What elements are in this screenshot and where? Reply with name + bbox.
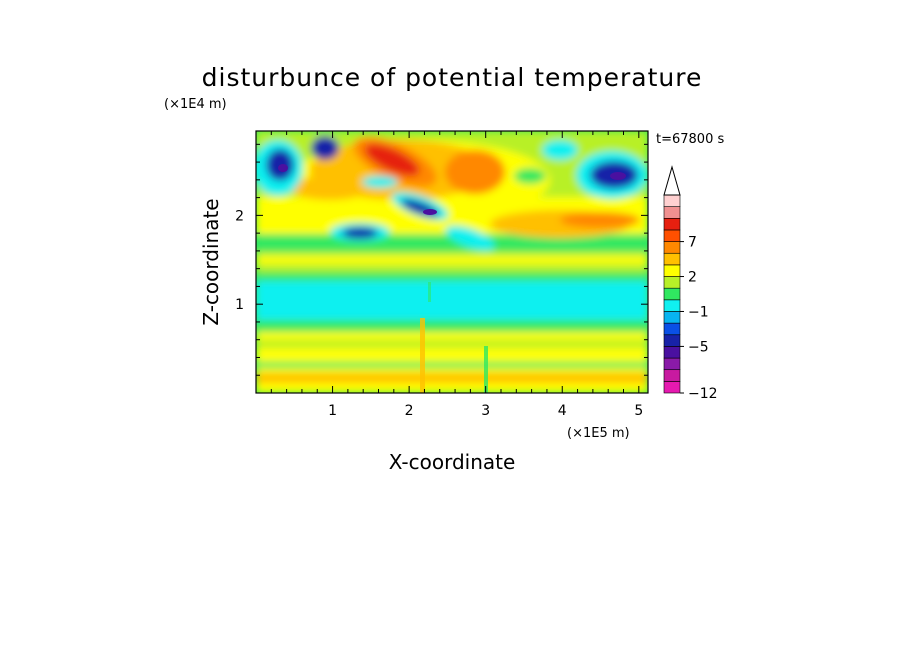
colorbar-segment bbox=[663, 357, 681, 371]
y-tick-label: 1 bbox=[235, 297, 244, 313]
plot-frame bbox=[255, 130, 649, 394]
colorbar-segment bbox=[663, 229, 681, 242]
y-tick-label: 2 bbox=[235, 208, 244, 224]
colorbar-segment bbox=[663, 299, 681, 312]
x-unit-label: (×1E5 m) bbox=[567, 426, 630, 441]
time-label: t=67800 s bbox=[656, 132, 724, 147]
y-axis-title: Z-coordinate bbox=[199, 198, 223, 325]
colorbar-segment bbox=[663, 217, 681, 231]
x-axis: 1 2 3 4 5 bbox=[270, 131, 643, 419]
y-axis: 12 bbox=[235, 143, 648, 376]
colorbar-segment bbox=[663, 334, 681, 347]
colorbar-segment bbox=[663, 322, 681, 336]
chart-title: disturbunce of potential temperature bbox=[202, 63, 703, 92]
colorbar-segment bbox=[663, 264, 681, 277]
colorbar-segment bbox=[663, 369, 681, 382]
colorbar-label: −1 bbox=[688, 304, 709, 320]
colorbar-segment bbox=[663, 346, 681, 359]
colorbar-segment bbox=[663, 287, 681, 301]
colorbar-label: 2 bbox=[688, 270, 697, 286]
y-unit-label: (×1E4 m) bbox=[164, 97, 227, 112]
colorbar-label: −12 bbox=[688, 386, 718, 402]
colorbar-segment bbox=[663, 276, 681, 289]
x-tick-label: 4 bbox=[558, 403, 567, 419]
colorbar-segment bbox=[663, 252, 681, 266]
colorbar-segment bbox=[663, 241, 681, 254]
x-axis-title: X-coordinate bbox=[389, 450, 516, 474]
colorbar: −12−5−127 bbox=[663, 165, 718, 402]
colorbar-segment bbox=[663, 311, 681, 324]
x-tick-label: 2 bbox=[405, 403, 414, 419]
colorbar-segment bbox=[663, 194, 681, 207]
x-tick-label: 1 bbox=[328, 403, 337, 419]
plot-area bbox=[256, 131, 648, 393]
x-tick-label: 5 bbox=[634, 403, 643, 419]
colorbar-extend-arrow bbox=[663, 165, 681, 196]
colorbar-label: −5 bbox=[688, 339, 709, 355]
field-patterns bbox=[256, 131, 648, 393]
colorbar-segment bbox=[663, 381, 681, 394]
colorbar-segment bbox=[663, 206, 681, 219]
colorbar-label: 7 bbox=[688, 235, 697, 251]
x-tick-label: 3 bbox=[481, 403, 490, 419]
